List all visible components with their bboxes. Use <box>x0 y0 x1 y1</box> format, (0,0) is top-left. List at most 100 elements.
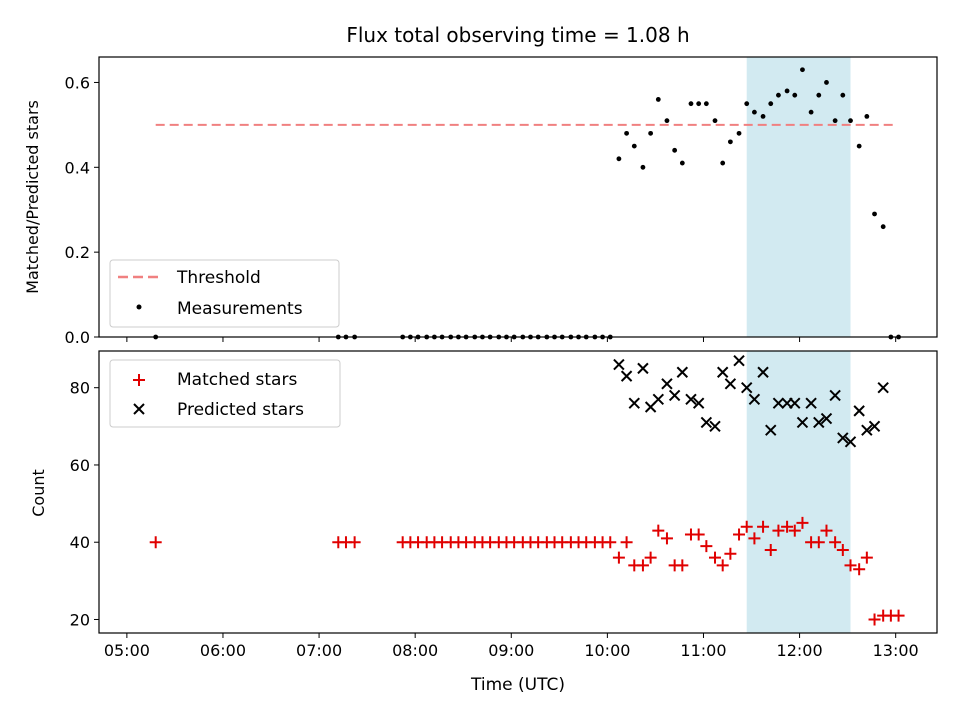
x-tick-label: 07:00 <box>296 641 342 660</box>
measurement-point <box>768 101 774 107</box>
predicted-star-point <box>620 370 633 382</box>
matched-star-point <box>757 520 770 533</box>
predicted-star-point <box>765 424 777 436</box>
matched-star-point <box>676 559 689 572</box>
bottom-legend: Matched stars Predicted stars <box>109 359 341 428</box>
predicted-star-point <box>868 420 881 433</box>
bottom-y-tick-label: 60 <box>70 456 90 475</box>
measurement-point <box>880 224 886 230</box>
predicted-star-point <box>685 393 697 405</box>
measurement-point <box>664 118 670 124</box>
measurement-point <box>631 143 637 149</box>
measurement-point <box>648 130 654 136</box>
x-tick-label: 12:00 <box>777 641 823 660</box>
matched-star-point <box>740 520 753 533</box>
predicted-star-point <box>724 378 737 390</box>
measurement-point <box>679 160 685 166</box>
matched-star-point <box>844 559 857 572</box>
x-tick-label: 09:00 <box>488 641 534 660</box>
predicted-star-point <box>613 358 625 371</box>
matched-star-point <box>660 532 673 545</box>
matched-star-point <box>716 559 729 572</box>
predicted-star-point <box>805 397 817 409</box>
matched-star-point <box>149 536 162 549</box>
matched-star-point <box>836 543 849 556</box>
predicted-star-point <box>748 393 761 405</box>
top-y-tick-label: 0.4 <box>65 158 90 177</box>
matched-star-point <box>772 524 785 537</box>
measurement-point <box>624 130 629 136</box>
predicted-star-point <box>837 432 849 444</box>
top-y-axis-label: Matched/Predicted stars <box>23 100 42 294</box>
top-axes-layer: 0.0 0.2 0.4 0.6 <box>65 56 938 347</box>
measurement-point <box>736 130 742 136</box>
matched-star-point <box>692 528 705 541</box>
predicted-star-point <box>772 397 785 409</box>
predicted-star-point <box>652 393 665 405</box>
measurement-point <box>672 147 678 153</box>
matched-star-point <box>604 536 617 549</box>
measurement-point <box>776 92 781 98</box>
predicted-star-point <box>700 416 713 429</box>
top-highlight-span <box>746 57 851 337</box>
bottom-y-tick-label: 20 <box>70 610 90 629</box>
measurements-legend-swatch <box>136 304 142 310</box>
top-highlight-span-layer <box>746 57 851 337</box>
measurement-point <box>800 67 805 73</box>
predicted-star-point <box>820 412 833 425</box>
measurement-point <box>712 118 718 124</box>
matched-star-point <box>700 540 713 553</box>
measurement-point <box>864 113 870 119</box>
predicted-star-point <box>692 397 705 409</box>
matched-star-point <box>348 536 361 549</box>
predicted-legend-swatch <box>133 403 145 415</box>
predicted-star-point <box>741 381 753 394</box>
matched-star-point <box>868 613 881 626</box>
bottom-highlight-span-layer <box>746 351 851 633</box>
predicted-legend-label: Predicted stars <box>177 400 304 420</box>
matched-star-point <box>733 528 746 541</box>
measurement-point <box>696 101 702 107</box>
matched-star-point <box>788 524 801 537</box>
predicted-star-point <box>877 381 889 394</box>
measurement-point <box>640 164 646 170</box>
measurement-point <box>744 101 750 107</box>
measurement-point <box>840 92 846 98</box>
bottom-y-tick-label: 40 <box>70 533 90 552</box>
matched-star-point <box>724 547 737 560</box>
x-tick-label: 10:00 <box>584 641 630 660</box>
predicted-star-point <box>661 378 673 390</box>
bottom-axes-layer: 20 40 60 80 05:00 06:00 07:00 08:00 09:00 10:00 11… <box>70 350 938 660</box>
measurement-point <box>720 160 726 166</box>
bottom-axes-frame <box>98 350 938 634</box>
matched-star-point <box>652 524 665 537</box>
x-axis-label: Time (UTC) <box>470 675 565 695</box>
predicted-star-point <box>637 362 649 375</box>
top-y-tick-label: 0.0 <box>65 328 90 347</box>
matched-star-point <box>781 520 794 533</box>
measurement-point <box>655 97 661 102</box>
measurement-point <box>727 139 733 145</box>
measurements-legend-label: Measurements <box>177 299 303 319</box>
predicted-star-point <box>757 366 769 378</box>
measurement-point <box>808 109 814 115</box>
predicted-star-point <box>668 389 681 402</box>
predicted-star-point <box>709 420 721 433</box>
matched-star-point <box>853 563 866 576</box>
predicted-star-point <box>733 354 745 367</box>
measurement-point <box>784 88 790 94</box>
top-panel: 0.0 0.2 0.4 0.6 Matched/Predicted stars Thr… <box>23 56 938 347</box>
measurement-point <box>752 109 757 115</box>
predicted-star-point <box>796 416 809 429</box>
matched-legend-swatch <box>133 374 145 386</box>
measurement-point <box>872 211 877 217</box>
matched-star-point <box>644 551 657 564</box>
x-tick-label: 08:00 <box>392 641 438 660</box>
predicted-star-point <box>829 389 841 402</box>
top-axes-frame <box>98 56 938 338</box>
matched-star-point <box>612 551 625 564</box>
measurement-point <box>616 156 622 162</box>
predicted-star-point <box>844 436 857 448</box>
measurement-point <box>760 113 766 119</box>
top-y-tick-label: 0.2 <box>65 243 90 262</box>
